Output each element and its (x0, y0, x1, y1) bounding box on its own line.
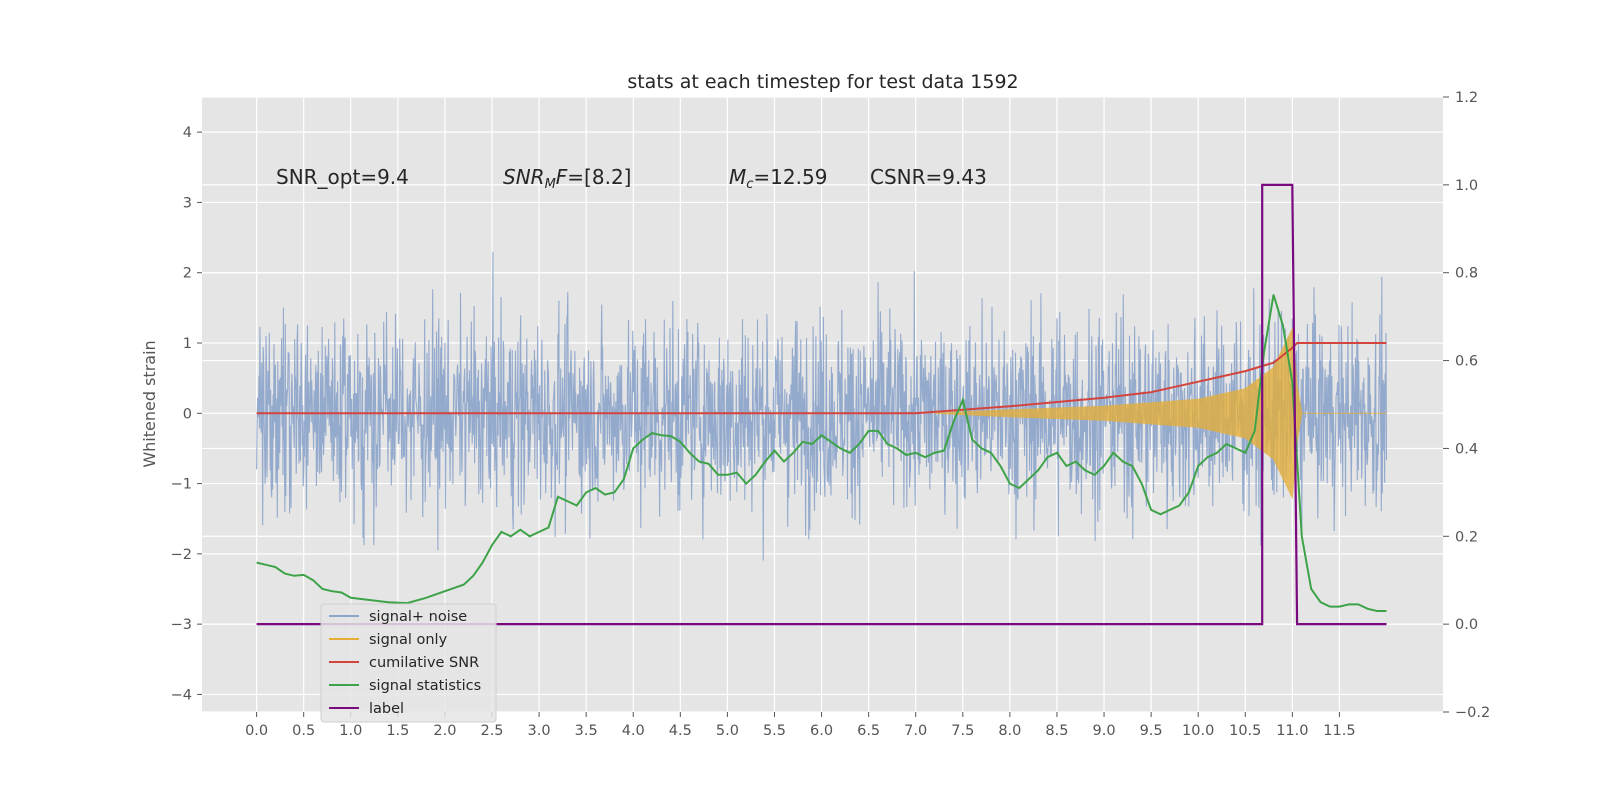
annotations: SNR_opt=9.4 SNRMF=[8.2] Mc=12.59 CSNR=9.… (276, 165, 987, 192)
x-tick-label: 11.5 (1323, 723, 1355, 739)
y2-tick-label: 0.4 (1455, 441, 1478, 457)
y-tick-label: 3 (183, 195, 192, 211)
annotation-snr-opt: SNR_opt=9.4 (276, 165, 409, 189)
series-signal-noise (256, 251, 1388, 561)
snr-mf-value: =[8.2] (567, 165, 631, 189)
y-tick-label: 1 (183, 336, 192, 352)
x-tick-label: 2.5 (480, 723, 503, 739)
y-axis-label: Whitened strain (140, 340, 159, 467)
annotation-mc: Mc=12.59 (729, 165, 827, 192)
y-tick-label: 4 (183, 125, 192, 141)
y-tick-label: −3 (171, 617, 192, 633)
mc-sub: c (746, 177, 753, 192)
y-tick-label: −2 (171, 547, 192, 563)
x-tick-label: 1.5 (386, 723, 409, 739)
annotation-csnr: CSNR=9.43 (870, 165, 987, 189)
x-tick-label: 7.0 (904, 723, 927, 739)
y2-tick-label: 1.2 (1455, 90, 1478, 106)
series-signal-only (934, 327, 1387, 500)
x-tick-label: 11.0 (1276, 723, 1308, 739)
legend-label: label (369, 701, 404, 717)
series-label (256, 183, 1387, 626)
x-tick-label: 9.0 (1093, 723, 1116, 739)
annotation-snr-mf: SNRMF=[8.2] (503, 165, 631, 192)
x-tick-label: 10.5 (1229, 723, 1261, 739)
y2-tick-label: 0.8 (1455, 266, 1478, 282)
y-tick-label: 0 (183, 406, 192, 422)
series-signal-statistics (256, 294, 1387, 612)
grid (202, 96, 1443, 713)
x-tick-label: 4.0 (622, 723, 645, 739)
x-tick-label: 8.5 (1045, 723, 1068, 739)
legend-box (320, 603, 497, 723)
legend-label: cumilative SNR (369, 655, 479, 671)
legend: signal+ noise signal only cumilative SNR si… (320, 603, 497, 723)
x-tick-label: 0.5 (292, 723, 315, 739)
y-tick-label: 2 (183, 266, 192, 282)
x-tick-label: 6.5 (857, 723, 880, 739)
x-tick-label: 6.0 (810, 723, 833, 739)
mc-base: M (729, 165, 746, 189)
mc-value: =12.59 (753, 165, 827, 189)
x-tick-label: 3.5 (575, 723, 598, 739)
x-tick-label: 0.0 (245, 723, 268, 739)
x-tick-label: 5.5 (763, 723, 786, 739)
x-tick-label: 2.0 (433, 723, 456, 739)
axes: 0.0 0.5 1.0 1.5 2.0 2.5 3.0 3.5 4.0 4.5 5.0 5.5 6.0 6… (171, 90, 1491, 739)
x-tick-label: 4.5 (669, 723, 692, 739)
x-tick-label: 3.0 (528, 723, 551, 739)
chart-title: stats at each timestep for test data 159… (627, 71, 1018, 93)
y2-tick-label: 0.0 (1455, 617, 1478, 633)
y2-tick-label: 0.2 (1455, 529, 1478, 545)
y2-tick-label: 0.6 (1455, 354, 1478, 370)
x-tick-label: 10.0 (1182, 723, 1214, 739)
x-tick-label: 9.5 (1140, 723, 1163, 739)
snr-mf-sub: M (545, 177, 556, 192)
legend-label: signal only (369, 632, 448, 648)
legend-label: signal+ noise (369, 609, 467, 625)
y2-tick-label: −0.2 (1455, 705, 1490, 721)
x-tick-label: 8.0 (998, 723, 1021, 739)
y2-tick-label: 1.0 (1455, 178, 1478, 194)
y-tick-label: −4 (171, 687, 192, 703)
snr-mf-tail: F (556, 165, 568, 189)
y-tick-label: −1 (171, 477, 192, 493)
x-tick-label: 1.0 (339, 723, 362, 739)
x-tick-label: 7.5 (951, 723, 974, 739)
legend-label: signal statistics (369, 678, 481, 694)
snr-mf-base: SNR (503, 165, 545, 189)
series-layer (256, 183, 1388, 626)
x-tick-label: 5.0 (716, 723, 739, 739)
